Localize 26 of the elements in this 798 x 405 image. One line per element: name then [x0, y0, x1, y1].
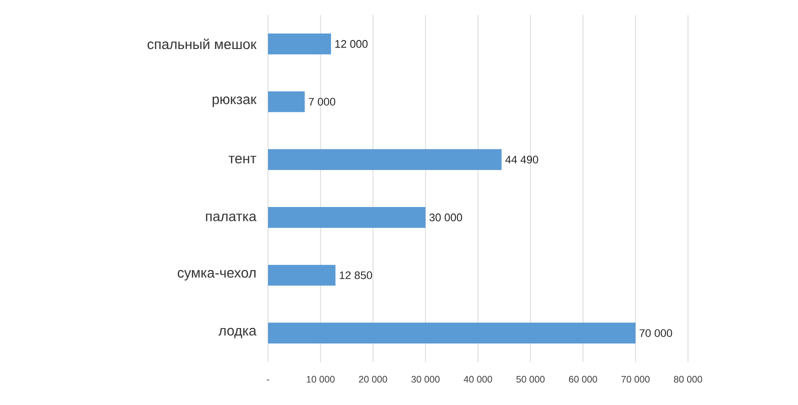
- data-label: 7 000: [308, 98, 336, 106]
- data-label: 44 490: [505, 156, 538, 164]
- y-tick-label: лодка: [218, 328, 256, 338]
- bar: [268, 91, 305, 112]
- x-tick-label: 10 000: [306, 376, 335, 383]
- y-tick-label: спальный мешок: [148, 38, 257, 50]
- bar: [268, 149, 502, 170]
- data-label: 30 000: [429, 214, 462, 222]
- y-tick-label: рюкзак: [212, 96, 257, 107]
- x-tick-label: 80 000: [674, 376, 702, 383]
- y-tick-label: палатка: [206, 214, 256, 222]
- bar: [268, 322, 636, 344]
- data-label: 12 850: [340, 271, 372, 280]
- x-tick-label: 60 000: [569, 376, 598, 383]
- x-tick-label: 70 000: [622, 376, 650, 383]
- bar: [268, 264, 336, 286]
- x-tick-label: 30 000: [411, 376, 440, 383]
- y-tick-label: тент: [228, 156, 256, 164]
- bar: [268, 34, 332, 54]
- data-label: 12 000: [335, 40, 368, 48]
- data-label: 70 000: [640, 329, 672, 337]
- x-tick-label: 50 000: [516, 376, 545, 383]
- bar: [268, 207, 426, 228]
- y-tick-label: сумка-чехол: [178, 270, 256, 280]
- x-tick-label: 40 000: [464, 376, 492, 383]
- x-tick-label: 20 000: [359, 376, 388, 383]
